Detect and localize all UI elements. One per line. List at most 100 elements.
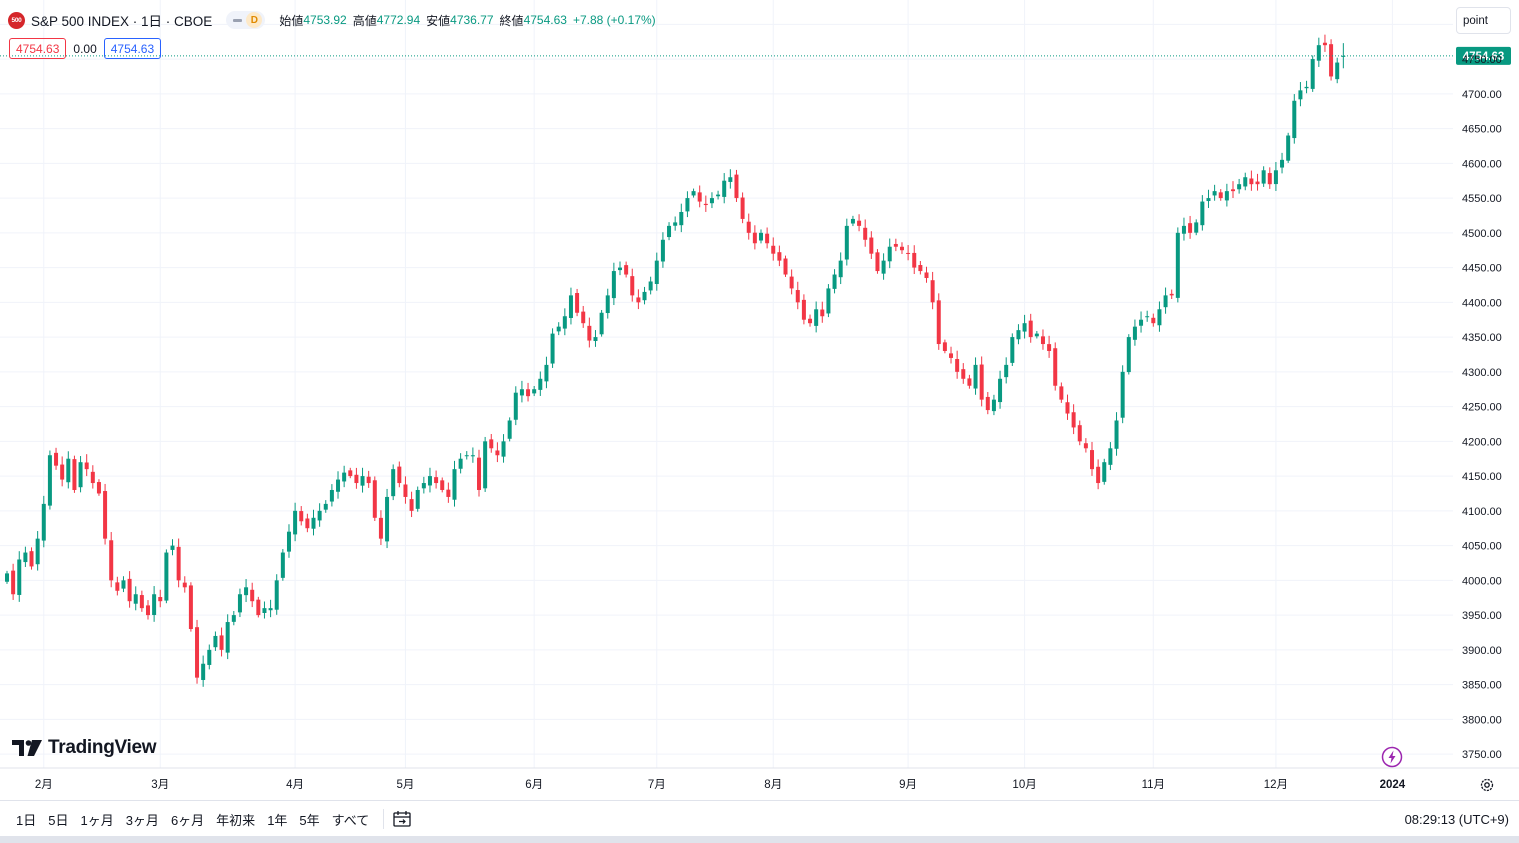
candle-body [949, 353, 954, 358]
candle-down [1231, 181, 1235, 198]
candle-up [237, 588, 242, 618]
candle-down [624, 261, 629, 278]
candle-down [1188, 215, 1193, 239]
candle-body [152, 594, 157, 615]
candle-up [1237, 178, 1242, 194]
candle-body [11, 570, 16, 595]
price-tick-label: 4400.00 [1462, 297, 1502, 309]
candle-down [1096, 459, 1101, 490]
candle-body [317, 510, 322, 521]
settings-gear-icon[interactable] [1479, 777, 1495, 793]
clock[interactable]: 08:29:13 (UTC+9) [1404, 811, 1509, 827]
candle-body [250, 589, 255, 602]
candle-body [789, 276, 794, 289]
candle-body [605, 295, 610, 314]
candle-body [1200, 201, 1205, 226]
candle-up [360, 467, 365, 493]
candle-body [912, 252, 917, 268]
market-status-pill[interactable]: D [226, 11, 266, 29]
candle-up [66, 451, 71, 489]
timeframe-1d[interactable]: 1日 [16, 812, 37, 828]
time-tick-label: 9月 [899, 779, 917, 791]
candle-up [274, 574, 279, 615]
last-price-line: 4754.63 [0, 46, 1511, 65]
timeframe-1m[interactable]: 1ヶ月 [80, 812, 114, 828]
lightning-icon[interactable] [1381, 746, 1403, 768]
candle-body [906, 252, 911, 254]
candle-up [562, 308, 567, 336]
candle-body [329, 489, 334, 502]
candle-up [1034, 331, 1039, 339]
timeframe-3m[interactable]: 3ヶ月 [125, 812, 159, 828]
candle-body [372, 480, 377, 518]
candle-up [1206, 189, 1211, 208]
scale-mode-button[interactable]: point [1456, 7, 1511, 34]
candle-body [207, 649, 212, 665]
time-tick-label: 12月 [1264, 779, 1288, 791]
timeframe-ytd[interactable]: 年初来 [216, 812, 256, 828]
candle-body [924, 272, 929, 279]
price-tick-label: 4150.00 [1462, 471, 1502, 483]
candle-body [642, 291, 647, 301]
candle-body [985, 396, 990, 411]
timeframe-all[interactable]: すべて [331, 812, 370, 828]
time-tick-label: 3月 [151, 779, 169, 791]
candle-body [1034, 333, 1039, 337]
candle-body [1231, 189, 1235, 192]
candle-down [397, 461, 402, 488]
sell-price-button[interactable]: 4754.63 [9, 38, 67, 59]
candle-up [293, 502, 298, 542]
price-tick-label: 4350.00 [1462, 332, 1502, 344]
candle-up [1335, 57, 1340, 84]
candle-body [1243, 177, 1248, 187]
candle-body [844, 225, 849, 260]
candle-down [630, 268, 635, 302]
candle-down [587, 317, 592, 348]
timeframe-1y[interactable]: 1年 [267, 812, 288, 828]
candle-body [1249, 178, 1254, 185]
ohlc-high-value: 4772.94 [376, 13, 421, 27]
symbol-badge[interactable]: 500 [8, 11, 25, 29]
candle-up [685, 191, 690, 218]
timeframe-5y[interactable]: 5年 [299, 812, 320, 828]
timeframe-5d[interactable]: 5日 [48, 812, 69, 828]
candle-up [452, 460, 457, 507]
buy-price-button[interactable]: 4754.63 [103, 38, 162, 59]
tradingview-logo[interactable]: TradingView [12, 737, 157, 759]
candle-body [133, 594, 138, 604]
timeframe-6m[interactable]: 6ヶ月 [170, 812, 205, 828]
candle-body [1304, 86, 1309, 89]
candle-up [1108, 442, 1113, 471]
date-range-icon[interactable] [392, 810, 412, 828]
price-axis[interactable]: 3750.00 3800.00 3850.00 3900.00 3950.00 4000.… [1462, 19, 1502, 761]
candle-up [973, 357, 978, 395]
candle-up [1310, 55, 1315, 92]
timeframe-list: 1日 5日 1ヶ月 3ヶ月 6ヶ月 年初来 1年 5年 すべて [10, 810, 375, 829]
candle-up [427, 467, 432, 493]
candle-down [72, 455, 77, 493]
candle-up [673, 216, 678, 231]
candle-down [1071, 404, 1076, 435]
candle-up [1126, 334, 1131, 375]
candle-body [1071, 412, 1076, 428]
symbol-title[interactable]: S&P 500 INDEX · 1日 · CBOE [31, 14, 213, 29]
candle-up [152, 586, 157, 622]
candlestick-chart[interactable]: 4754.63 3750.00 3800.00 3850.00 3900.00 3950… [0, 0, 1519, 800]
candle-down [808, 314, 813, 327]
candle-body [1218, 192, 1223, 199]
candle-up [5, 570, 9, 584]
candle-up [385, 488, 390, 549]
candle-down [366, 470, 371, 488]
time-tick-label: 8月 [764, 779, 782, 791]
candle-down [1249, 170, 1254, 191]
candle-up [286, 524, 291, 558]
time-axis[interactable]: 2月 3月 4月 5月 6月 7月 8月 9月 10月 11月 12月 2024 [0, 767, 1519, 791]
candle-body [532, 389, 537, 394]
candle-body [139, 595, 144, 609]
candle-body [421, 483, 426, 489]
candle-up [728, 169, 733, 189]
candle-body [1316, 45, 1321, 61]
candle-up [826, 284, 831, 318]
candle-body [1108, 448, 1113, 465]
candle-body [446, 489, 451, 497]
